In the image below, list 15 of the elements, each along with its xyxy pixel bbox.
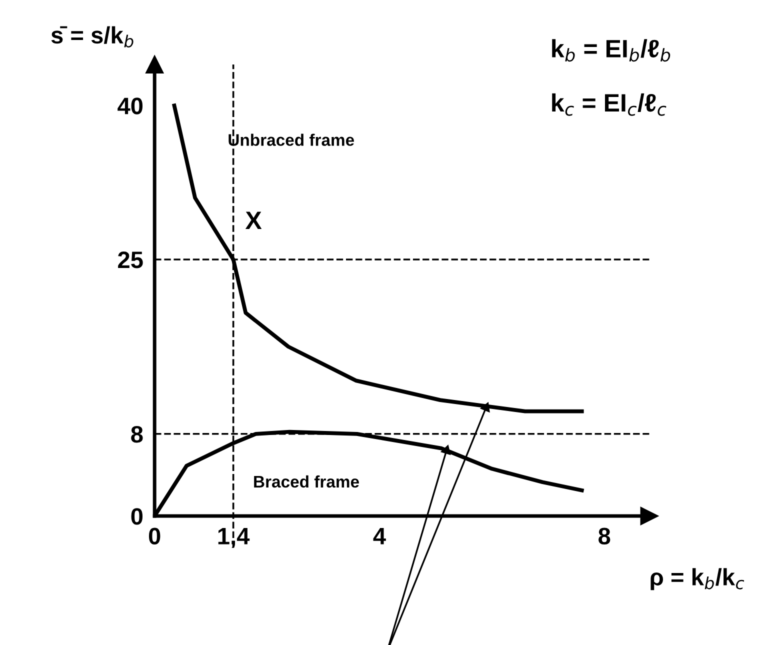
text: Braced frame xyxy=(254,475,359,488)
x-axis-title: ρ = k$_{b}$/k$_{c}$ xyxy=(650,568,744,590)
x-tick-label: 1,4 xyxy=(218,528,250,548)
y-tick-label: 40 xyxy=(118,98,143,114)
annotation: k$_{c}$ = EI$_{c}$/ℓ$_{c}$ xyxy=(552,93,666,116)
y-axis-title: s̄ = s/k$_{b}$ xyxy=(51,26,134,48)
x-tick-label: 0 xyxy=(148,528,160,544)
x-tick-label: 4 xyxy=(373,528,386,544)
text: Unbraced frame xyxy=(228,134,354,146)
annotation: X xyxy=(245,212,262,229)
y-tick-label: 0 xyxy=(131,508,143,525)
text: k$_{b}$ = EI$_{b}$/ℓ$_{b}$ xyxy=(552,39,670,62)
y-tick-label: 8 xyxy=(131,426,143,443)
y-tick-label: 25 xyxy=(118,252,143,268)
x-tick-label: 8 xyxy=(598,528,610,544)
